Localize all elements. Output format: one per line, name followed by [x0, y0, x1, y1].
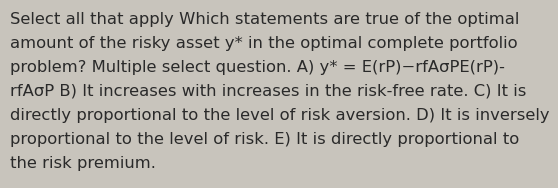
Text: Select all that apply Which statements are true of the optimal: Select all that apply Which statements a…: [10, 12, 519, 27]
Text: rfAσP B) It increases with increases in the risk-free rate. C) It is: rfAσP B) It increases with increases in …: [10, 84, 526, 99]
Text: proportional to the level of risk. E) It is directly proportional to: proportional to the level of risk. E) It…: [10, 132, 519, 147]
Text: problem? Multiple select question. A) y* = E(rP)−rfAσPE(rP)-: problem? Multiple select question. A) y*…: [10, 60, 505, 75]
Text: directly proportional to the level of risk aversion. D) It is inversely: directly proportional to the level of ri…: [10, 108, 550, 123]
Text: the risk premium.: the risk premium.: [10, 156, 156, 171]
Text: amount of the risky asset y* in the optimal complete portfolio: amount of the risky asset y* in the opti…: [10, 36, 518, 51]
